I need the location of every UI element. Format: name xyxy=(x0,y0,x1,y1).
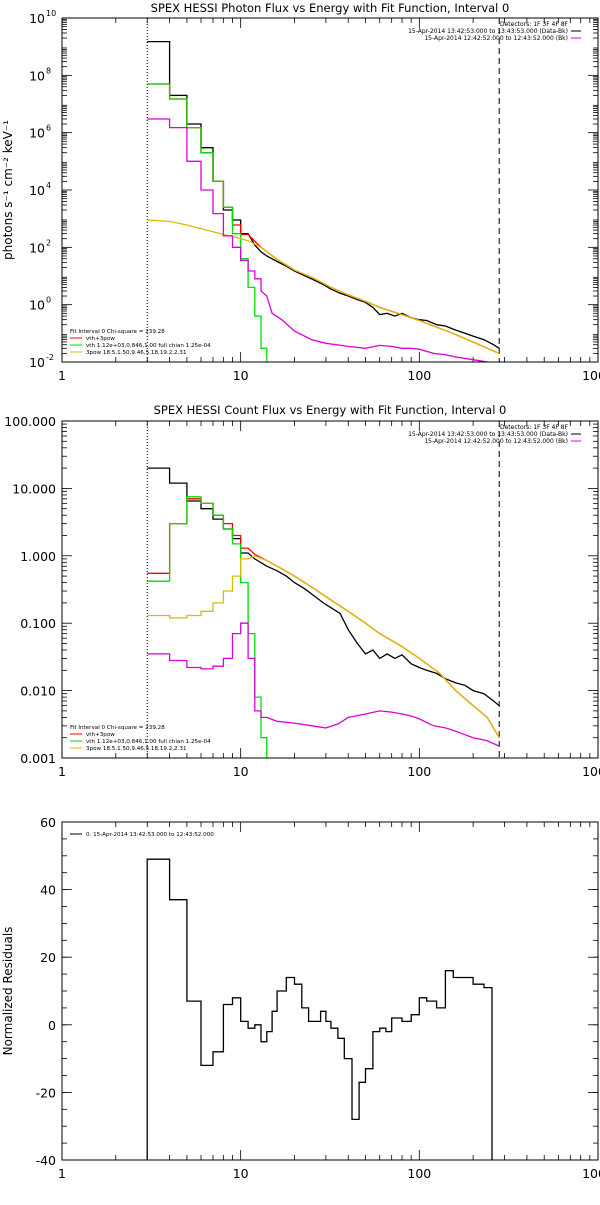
detector-header-text: 15-Apr-2014 13:42:53.000 to 13:43:53.000… xyxy=(408,28,568,35)
y-tick-label: 0.100 xyxy=(20,616,56,631)
x-tick-label: 10 xyxy=(233,764,249,779)
y-tick-label: 10 xyxy=(29,183,45,198)
y-tick-exponent: 10 xyxy=(46,9,56,18)
series-line-component-4 xyxy=(147,622,500,747)
chart-title: SPEX HESSI Photon Flux vs Energy with Fi… xyxy=(151,1,510,15)
y-tick-exponent: -2 xyxy=(46,353,54,362)
legend-entry: vth+3pow xyxy=(86,336,115,342)
series-line-0-15-apr-2014-13-42-53-000-to-12-43-52-000 xyxy=(146,858,493,1160)
x-tick-label: 1000 xyxy=(582,368,600,383)
y-tick-label: 0 xyxy=(48,1018,56,1033)
series-line-data xyxy=(147,467,500,707)
series-line-data xyxy=(147,40,500,349)
y-tick-label: 1.000 xyxy=(20,549,56,564)
y-tick-exponent: 0 xyxy=(46,296,51,305)
y-tick-label: -20 xyxy=(36,1085,56,1100)
detector-header-text: Detectors: 1F 3F 4F 8F xyxy=(500,424,569,431)
legend-entry: 0. 15-Apr-2014 13:42:53.000 to 12:43:52.… xyxy=(86,832,214,838)
y-tick-label: 10 xyxy=(29,126,45,141)
y-tick-label: -40 xyxy=(36,1153,56,1168)
y-tick-label: 10 xyxy=(29,355,45,370)
count-flux-chart: SPEX HESSI Count Flux vs Energy with Fit… xyxy=(4,403,600,779)
legend-entry: Fit Interval 0 Chi-square = 239.28 xyxy=(70,329,165,335)
series-line-vth xyxy=(147,83,268,362)
legend-entry: vth 1.12e+03,0.846,1.00 full chian 1.25e… xyxy=(86,739,211,745)
detector-header-text: 15-Apr-2014 13:42:53.000 to 13:43:53.000… xyxy=(408,431,568,438)
detector-header-text: Detectors: 1F 3F 4F 8F xyxy=(500,21,569,28)
x-tick-label: 1000 xyxy=(582,764,600,779)
x-tick-label: 1 xyxy=(58,764,66,779)
series-line-component-4 xyxy=(147,118,491,362)
y-tick-label: 10 xyxy=(29,240,45,255)
series-line-vth-3pow xyxy=(147,498,500,739)
detector-header-text: 15-Apr-2014 12:42:52.000 to 12:43:52.000… xyxy=(424,438,568,445)
series-line-3pow xyxy=(147,219,500,354)
y-tick-exponent: 2 xyxy=(46,238,51,247)
legend-entry: vth 1.12e+03,0.846,1.00 full chian 1.25e… xyxy=(86,343,211,349)
x-tick-label: 1000 xyxy=(582,1166,600,1181)
y-tick-label: 10.000 xyxy=(12,481,56,496)
y-tick-label: 0.001 xyxy=(20,751,56,766)
plot-frame xyxy=(61,420,599,759)
y-tick-exponent: 8 xyxy=(46,66,51,75)
series-line-vth xyxy=(147,496,268,758)
y-tick-label: 20 xyxy=(40,950,56,965)
legend-entry: Fit Interval 0 Chi-square = 239.28 xyxy=(70,725,165,731)
y-tick-label: 60 xyxy=(40,815,56,830)
detector-header-text: 15-Apr-2014 12:42:52.000 to 12:43:52.000… xyxy=(424,35,568,42)
x-tick-label: 100 xyxy=(407,764,431,779)
x-tick-label: 100 xyxy=(407,368,431,383)
y-tick-label: 0.010 xyxy=(20,684,56,699)
x-tick-label: 10 xyxy=(233,368,249,383)
y-axis-label: Normalized Residuals xyxy=(1,927,15,1056)
y-tick-label: 10 xyxy=(29,298,45,313)
x-tick-label: 100 xyxy=(407,1166,431,1181)
y-tick-exponent: 6 xyxy=(46,124,51,133)
chart-title: SPEX HESSI Count Flux vs Energy with Fit… xyxy=(154,403,507,417)
x-tick-label: 1 xyxy=(58,368,66,383)
x-tick-label: 10 xyxy=(233,1166,249,1181)
legend-entry: 3pow 18.5,1.50,9.46,5.18,19.2,2.31 xyxy=(86,350,187,356)
y-tick-label: 10 xyxy=(29,68,45,83)
y-tick-exponent: 4 xyxy=(46,181,51,190)
x-tick-label: 1 xyxy=(58,1166,66,1181)
plot-frame xyxy=(61,17,599,363)
y-tick-label: 100.000 xyxy=(4,414,56,429)
residuals-chart: Normalized Residuals 1 10 100 1000 -40 -20 0 20 4… xyxy=(1,815,600,1181)
legend-entry: 3pow 18.5,1.50,9.46,5.18,19.2,2.31 xyxy=(86,746,187,752)
y-axis-label: photons s⁻¹ cm⁻² keV⁻¹ xyxy=(1,120,15,260)
legend-entry: vth+3pow xyxy=(86,732,115,738)
photon-flux-chart: SPEX HESSI Photon Flux vs Energy with Fi… xyxy=(1,1,600,383)
series-line-3pow xyxy=(147,555,500,739)
y-tick-label: 40 xyxy=(40,883,56,898)
y-tick-label: 10 xyxy=(29,11,45,26)
plot-frame xyxy=(61,821,599,1161)
